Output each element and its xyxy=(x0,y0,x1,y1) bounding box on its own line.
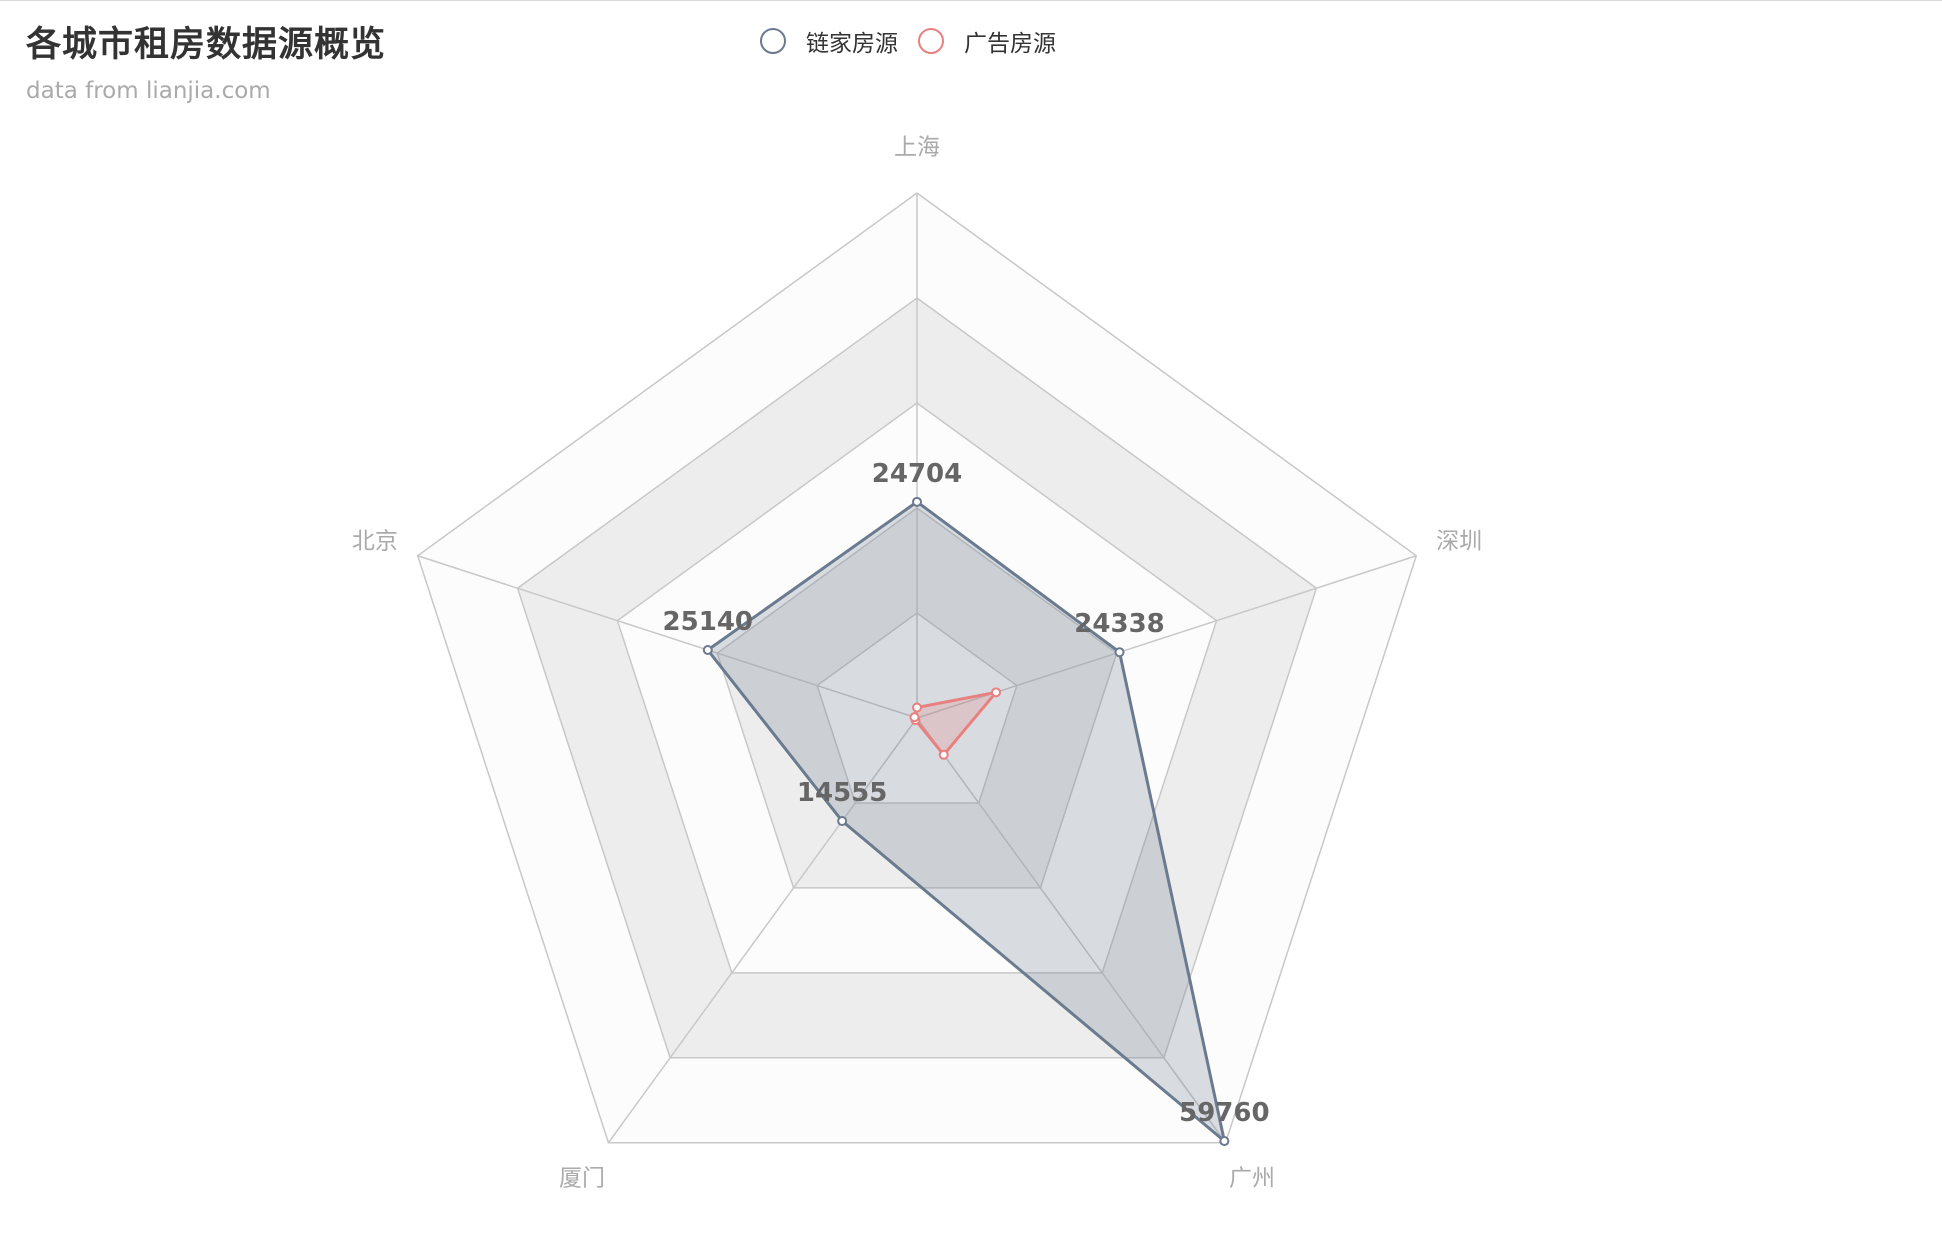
radar-data-point xyxy=(938,749,949,760)
radar-data-point xyxy=(912,496,922,507)
chart-subtitle: data from lianjia.com xyxy=(26,78,271,104)
radar-series-1 xyxy=(909,687,1002,760)
radar-data-point xyxy=(702,645,713,656)
radar-series-area xyxy=(706,500,1226,1143)
radar-data-point xyxy=(1114,647,1125,658)
legend: 链家房源 广告房源 xyxy=(760,22,1066,60)
radar-split-line xyxy=(616,402,1218,974)
legend-circle-icon xyxy=(760,28,786,54)
radar-axis-label: 厦门 xyxy=(559,1166,605,1192)
radar-axis-label: 广州 xyxy=(1229,1166,1275,1192)
legend-label: 链家房源 xyxy=(806,31,898,57)
radar-split-line xyxy=(816,612,1018,804)
radar-axis-line xyxy=(916,717,1227,1144)
chart-title: 各城市租房数据源概览 xyxy=(26,25,387,65)
legend-circle-icon xyxy=(918,28,944,54)
legend-item-ads[interactable]: 广告房源 xyxy=(918,24,1056,58)
radar-data-point xyxy=(909,712,920,723)
radar-split-line xyxy=(516,297,1318,1059)
radar-axis-label: 上海 xyxy=(894,135,940,161)
radar-series-0 xyxy=(702,496,1230,1147)
radar-data-point xyxy=(991,687,1002,698)
legend-item-lianjia[interactable]: 链家房源 xyxy=(760,24,898,58)
radar-axis-line xyxy=(607,717,918,1144)
top-border-line xyxy=(0,0,1942,1)
radar-value-label: 25140 xyxy=(663,607,753,637)
radar-split-line xyxy=(416,192,1418,1144)
radar-data-point xyxy=(837,816,848,827)
radar-value-label: 14555 xyxy=(797,778,887,808)
radar-value-label: 24338 xyxy=(1074,609,1164,639)
radar-data-point xyxy=(1219,1136,1230,1147)
radar-axis-label: 深圳 xyxy=(1436,528,1482,554)
legend-label: 广告房源 xyxy=(964,31,1056,57)
radar-axis-line xyxy=(417,555,918,719)
radar-value-label: 24704 xyxy=(872,459,962,489)
radar-data-point xyxy=(912,702,922,713)
radar-axis-label: 北京 xyxy=(352,528,398,554)
radar-split-line xyxy=(716,507,1118,889)
radar-value-label: 59760 xyxy=(1179,1098,1269,1128)
